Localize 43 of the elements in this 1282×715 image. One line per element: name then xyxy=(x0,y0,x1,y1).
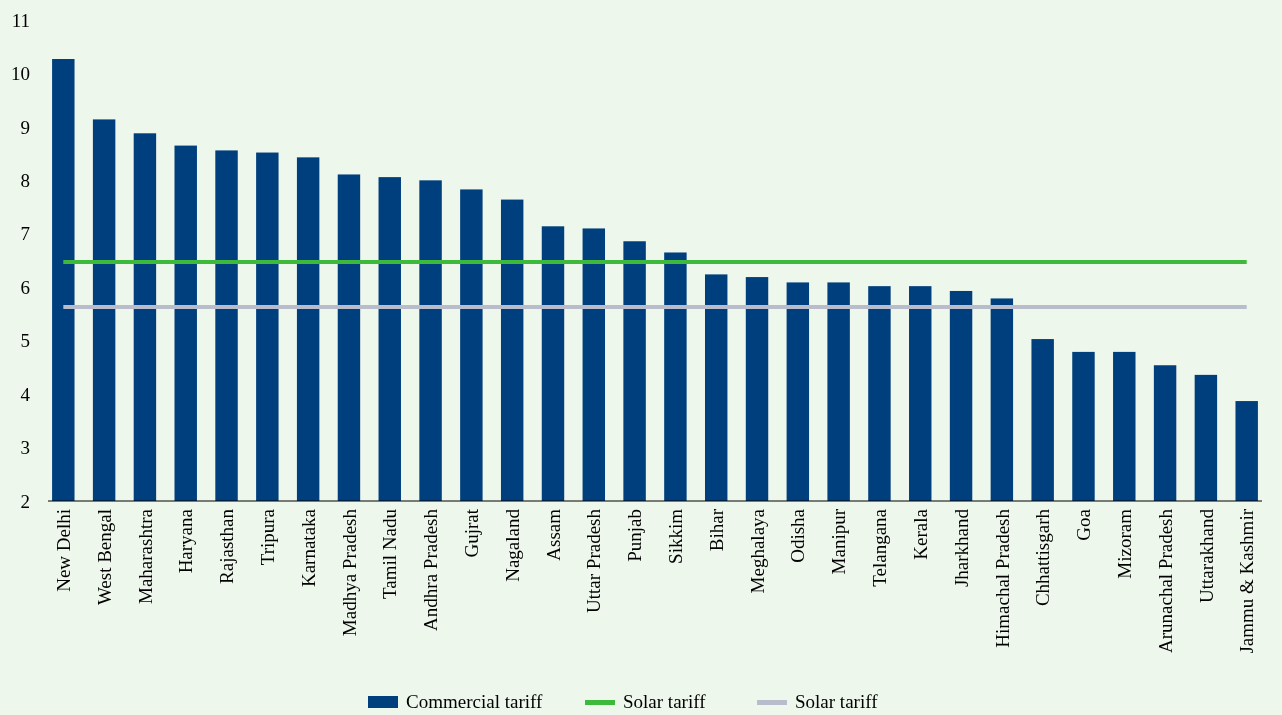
y-tick-label: 2 xyxy=(20,490,30,512)
x-tick-label: Assam xyxy=(542,508,564,561)
y-tick-label: 6 xyxy=(20,276,30,298)
x-tick-label: Uttar Pradesh xyxy=(583,508,605,613)
y-tick-label: 8 xyxy=(20,169,30,191)
x-tick-label: Goa xyxy=(1073,508,1095,541)
x-tick-label: Rajasthan xyxy=(216,508,238,584)
x-tick-label: Jharkhand xyxy=(950,508,972,588)
x-tick-label: Telangana xyxy=(869,508,891,587)
x-tick-label: Jammu & Kashmir xyxy=(1236,508,1258,654)
legend-label: Solar tariff xyxy=(795,691,879,712)
y-tick-label: 9 xyxy=(20,116,30,138)
x-tick-label: Haryana xyxy=(175,508,197,574)
x-tick-label: Manipur xyxy=(828,508,850,575)
y-tick-label: 7 xyxy=(20,223,30,245)
x-tick-label: Mizoram xyxy=(1113,508,1135,579)
x-tick-label: Maharashtra xyxy=(134,508,156,604)
x-tick-label: New Delhi xyxy=(52,509,74,592)
y-tick-label: 5 xyxy=(20,330,30,352)
x-tick-label: Chhattisgarh xyxy=(1032,508,1054,607)
x-tick-label: Karnataka xyxy=(297,508,319,588)
x-tick-label: Meghalaya xyxy=(746,508,768,594)
x-tick-label: Gujrat xyxy=(461,508,483,558)
x-tick-label: Nagaland xyxy=(501,508,523,582)
x-tick-label: Odisha xyxy=(787,508,809,563)
y-tick-label: 4 xyxy=(20,383,31,405)
y-tick-label: 3 xyxy=(20,437,30,459)
x-tick-label: West Bengal xyxy=(93,509,115,606)
x-tick-label: Arunachal Pradesh xyxy=(1154,508,1176,654)
x-tick-label: Tripura xyxy=(256,508,278,566)
x-tick-label: Andhra Pradesh xyxy=(420,508,442,631)
legend-label: Solar tariff xyxy=(623,691,707,712)
x-tick-label: Sikkim xyxy=(665,508,687,564)
x-tick-label: Punjab xyxy=(624,509,646,562)
x-tick-label: Bihar xyxy=(705,508,727,552)
x-tick-label: Kerala xyxy=(909,508,931,560)
x-tick-label: Himachal Pradesh xyxy=(991,508,1013,648)
y-tick-label: 10 xyxy=(11,63,30,85)
y-tick-label: 11 xyxy=(11,9,30,31)
x-tick-label: Tamil Nadu xyxy=(379,508,401,599)
legend-label: Commercial tariff xyxy=(406,691,543,712)
x-tick-label: Madhya Pradesh xyxy=(338,508,360,637)
x-tick-label: Uttarakhand xyxy=(1195,508,1217,603)
